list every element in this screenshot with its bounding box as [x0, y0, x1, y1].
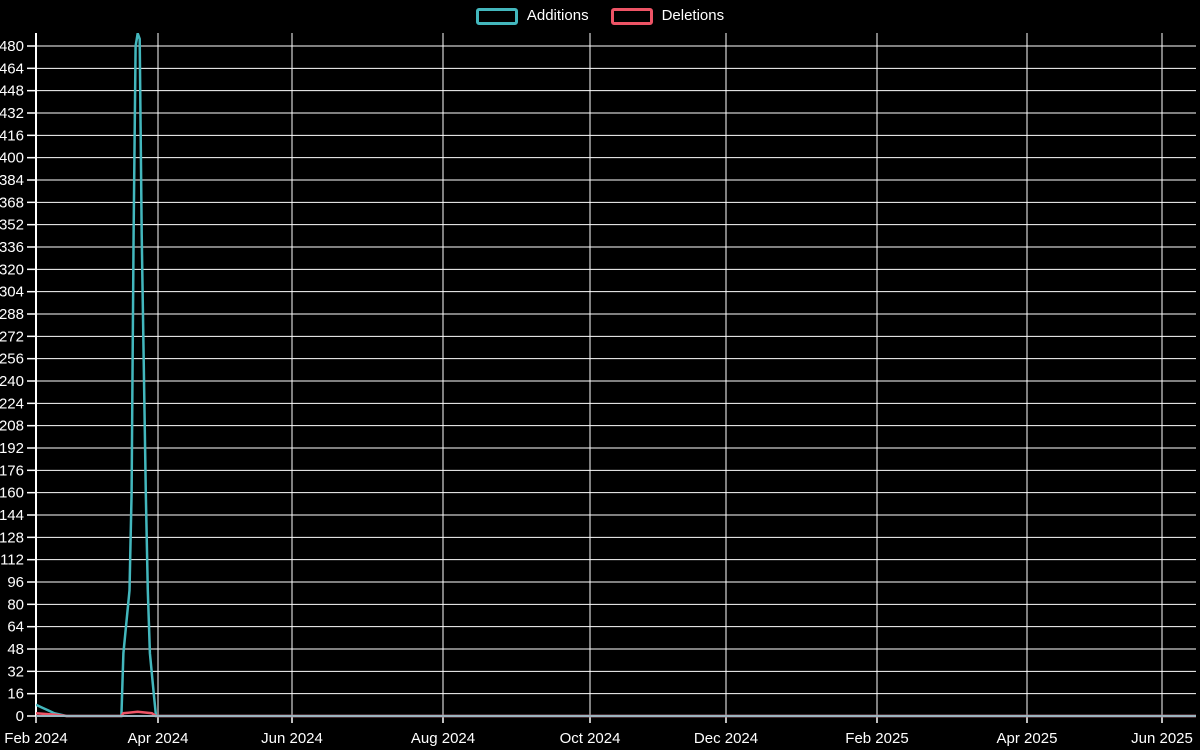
- y-tick-label: 352: [0, 217, 24, 234]
- y-tick-label: 192: [0, 440, 24, 457]
- y-tick-label: 96: [7, 574, 24, 591]
- y-tick-label: 112: [0, 552, 24, 569]
- additions-swatch-icon: [475, 7, 518, 25]
- y-tick-label: 320: [0, 261, 24, 278]
- y-tick-label: 80: [7, 596, 24, 613]
- x-tick-label: Apr 2024: [128, 730, 189, 747]
- y-tick-label: 176: [0, 462, 24, 479]
- x-tick-label: Feb 2024: [4, 730, 67, 747]
- legend-item-deletions[interactable]: Deletions: [610, 7, 725, 25]
- deletions-swatch-icon: [610, 7, 653, 25]
- y-tick-label: 208: [0, 418, 24, 435]
- y-tick-label: 432: [0, 105, 24, 122]
- y-tick-label: 240: [0, 373, 24, 390]
- x-tick-label: Dec 2024: [694, 730, 758, 747]
- y-tick-label: 448: [0, 83, 24, 100]
- y-tick-label: 400: [0, 150, 24, 167]
- y-tick-label: 144: [0, 507, 24, 524]
- y-tick-label: 48: [7, 641, 24, 658]
- y-tick-label: 256: [0, 351, 24, 368]
- legend-item-additions[interactable]: Additions: [475, 7, 589, 25]
- y-tick-label: 16: [7, 686, 24, 703]
- y-tick-label: 480: [0, 38, 24, 55]
- y-tick-label: 304: [0, 284, 24, 301]
- y-tick-label: 224: [0, 395, 24, 412]
- x-tick-label: Feb 2025: [845, 730, 908, 747]
- x-tick-label: Aug 2024: [411, 730, 475, 747]
- x-tick-label: Oct 2024: [560, 730, 621, 747]
- legend-label-additions: Additions: [526, 7, 589, 24]
- y-tick-label: 416: [0, 127, 24, 144]
- y-tick-label: 336: [0, 239, 24, 256]
- y-tick-label: 288: [0, 306, 24, 323]
- legend-label-deletions: Deletions: [661, 7, 725, 24]
- x-tick-label: Jun 2025: [1131, 730, 1193, 747]
- y-tick-label: 128: [0, 529, 24, 546]
- y-tick-label: 160: [0, 485, 24, 502]
- chart-legend: Additions Deletions: [0, 7, 1200, 25]
- x-tick-label: Jun 2024: [261, 730, 323, 747]
- y-tick-label: 272: [0, 328, 24, 345]
- y-tick-label: 64: [7, 619, 24, 636]
- x-tick-label: Apr 2025: [997, 730, 1058, 747]
- y-tick-label: 368: [0, 194, 24, 211]
- y-tick-label: 32: [7, 663, 24, 680]
- y-tick-label: 384: [0, 172, 24, 189]
- y-tick-label: 0: [16, 708, 24, 725]
- y-tick-label: 464: [0, 60, 24, 77]
